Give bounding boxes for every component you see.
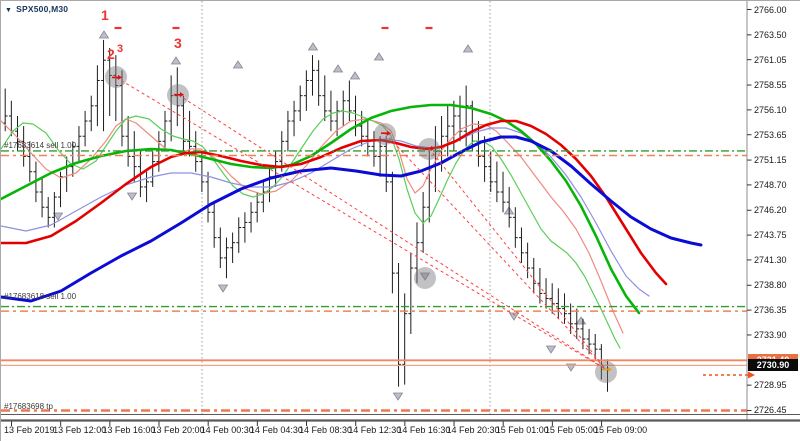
trade-highlight-circle (414, 267, 436, 289)
time-axis-label: 14 Feb 00:30 (200, 425, 254, 435)
fractal-down-icon (419, 272, 431, 281)
red-annotation-number: 2 (107, 46, 115, 62)
close-arrow-icon (608, 366, 612, 372)
price-axis-label: 2766.00 (754, 4, 787, 15)
fractal-up-icon (575, 316, 587, 325)
fractal-up-icon (332, 64, 344, 73)
fractal-up-icon (232, 60, 244, 69)
slow-ma-green (1, 103, 641, 315)
time-axis-label: 15 Feb 05:00 (544, 425, 598, 435)
order-sell-label-2: #17683618 sell 1.00 (4, 292, 77, 301)
time-axis-label: 14 Feb 16:30 (397, 425, 451, 435)
time-axis-label: 14 Feb 12:30 (348, 425, 402, 435)
price-axis-label: 2761.05 (754, 54, 787, 65)
price-axis-label: 2741.30 (754, 254, 787, 265)
sell-arrow-icon (118, 74, 122, 80)
fractal-down-icon (392, 392, 404, 401)
fractal-up-icon (373, 52, 385, 61)
price-axis-label: 2756.10 (754, 104, 787, 115)
fractal-up-icon (462, 44, 474, 53)
fractal-up-icon (170, 56, 182, 65)
slow-ma-red (1, 119, 668, 286)
time-axis-label: 14 Feb 20:30 (446, 425, 500, 435)
price-axis-label: 2746.20 (754, 205, 787, 216)
price-axis-label: 2743.75 (754, 230, 787, 241)
price-axis-label: 2728.95 (754, 380, 787, 391)
fast-ma-salmon (1, 118, 624, 334)
price-axis-label: 2738.80 (754, 280, 787, 291)
red-annotation-number: 3 (117, 43, 123, 55)
time-axis-label: 13 Feb 12:00 (53, 425, 107, 435)
trade-highlight-circle (374, 123, 396, 145)
current-price-tag: 2730.90 (748, 359, 798, 372)
slow-ma-blue (1, 135, 703, 303)
price-axis-label: 2758.55 (754, 80, 787, 91)
price-axis-label: 2751.15 (754, 155, 787, 166)
trade-line (177, 94, 607, 370)
red-annotation-number: 1 (101, 7, 109, 23)
time-axis-label: 13 Feb 20:00 (151, 425, 205, 435)
fractal-down-icon (126, 192, 138, 201)
time-axis-label: 15 Feb 01:00 (495, 425, 549, 435)
red-annotation-number: 3 (174, 35, 182, 51)
chevron-down-icon: ▼ (5, 7, 13, 14)
fast-ma-lavender (1, 127, 650, 297)
fractal-down-icon (508, 312, 520, 321)
price-bars (2, 39, 610, 392)
symbol-timeframe-label[interactable]: ▼ SPX500,M30 (5, 4, 68, 14)
time-axis-label: 14 Feb 08:30 (299, 425, 353, 435)
sell-arrow-icon (431, 145, 435, 151)
symbol-text: SPX500,M30 (16, 4, 69, 14)
price-axis-label: 2748.70 (754, 179, 787, 190)
trade-line (428, 148, 607, 370)
price-axis-label: 2753.65 (754, 129, 787, 140)
sell-arrow-icon (180, 92, 184, 98)
fast-ma-green (1, 110, 621, 349)
price-axis-label: 2763.50 (754, 29, 787, 40)
time-axis-label: 14 Feb 04:30 (249, 425, 303, 435)
fractal-down-icon (52, 212, 64, 221)
sell-arrow-icon (387, 130, 391, 136)
price-axis-label: 2733.90 (754, 329, 787, 340)
order-sell-label-1: #17683614 sell 1.00 (4, 141, 77, 150)
time-axis-label: 13 Feb 2019 (4, 425, 55, 435)
order-tp-label: #17683698 tp (4, 402, 53, 411)
fractal-down-icon (545, 345, 557, 354)
price-axis-label: 2736.35 (754, 305, 787, 316)
time-axis-label: 13 Feb 16:00 (102, 425, 156, 435)
fractal-up-icon (349, 71, 361, 80)
trade-highlight-circle (595, 361, 617, 383)
fractal-up-icon (98, 30, 110, 39)
trade-line (115, 77, 607, 370)
fractal-down-icon (217, 284, 229, 293)
fractal-up-icon (307, 42, 319, 51)
tp-pointer-arrow-icon (748, 371, 755, 379)
price-axis-label: 2726.45 (754, 405, 787, 416)
time-axis-label: 15 Feb 09:00 (594, 425, 648, 435)
